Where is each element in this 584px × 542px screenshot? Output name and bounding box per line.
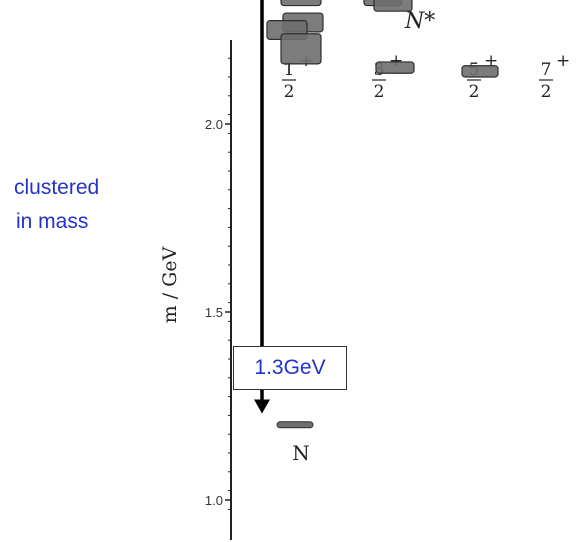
column-header-denominator: 2 xyxy=(374,82,385,102)
cluster-label-line2: in mass xyxy=(16,210,88,233)
cluster-label-line1: clustered xyxy=(14,176,99,199)
column-header-denominator: 2 xyxy=(284,82,295,102)
gap-label-box: 1.3GeV xyxy=(233,346,347,390)
gray-state-box xyxy=(375,61,415,74)
gap-arrow xyxy=(254,0,270,414)
y-tick-label: 1.0 xyxy=(205,493,223,508)
chart-title: N* xyxy=(404,9,435,34)
column-header-parity: + xyxy=(556,51,570,71)
gray-state-box xyxy=(373,0,413,12)
ground-state-label: N xyxy=(292,441,310,465)
column-header-numerator: 7 xyxy=(541,60,552,80)
y-tick-label: 1.5 xyxy=(205,305,223,320)
y-tick-label: 2.0 xyxy=(205,117,223,132)
gray-states xyxy=(266,0,499,78)
gap-label: 1.3GeV xyxy=(254,356,326,379)
column-header-numerator: 1 xyxy=(284,60,295,80)
gap-arrow-head-bottom xyxy=(254,399,270,414)
column-header-denominator: 2 xyxy=(469,82,480,102)
column-header-denominator: 2 xyxy=(541,82,552,102)
ground-state-bar xyxy=(276,421,314,429)
gray-state-box xyxy=(280,33,322,65)
gray-state-box xyxy=(280,0,322,7)
y-axis-label: m / GeV xyxy=(159,246,181,323)
gray-state-box xyxy=(461,65,499,78)
y-axis-ticks: 1.01.52.02.53.0 xyxy=(205,57,231,510)
column-headers: 12+32+52+72+ xyxy=(282,51,570,102)
